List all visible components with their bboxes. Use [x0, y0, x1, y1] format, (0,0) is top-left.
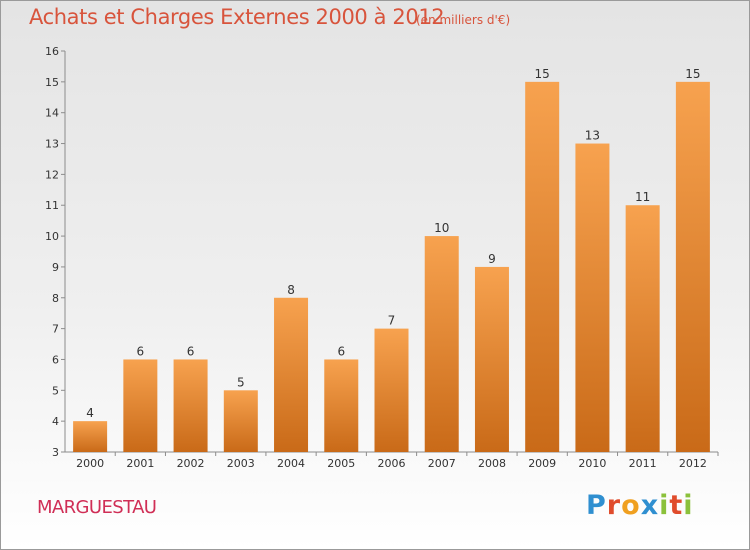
x-tick-label: 2007 [428, 457, 456, 470]
y-tick-label: 12 [45, 168, 59, 181]
logo-letter: i [659, 490, 670, 521]
y-tick-label: 3 [52, 446, 59, 459]
y-tick-label: 16 [45, 45, 59, 58]
y-tick-label: 10 [45, 230, 59, 243]
x-tick-label: 2011 [629, 457, 657, 470]
bar [324, 359, 359, 452]
proxiti-logo: Proxiti [586, 490, 694, 521]
data-label: 7 [388, 314, 396, 328]
logo-letter: i [683, 490, 694, 521]
bar [223, 390, 258, 452]
data-label: 9 [488, 252, 496, 266]
y-tick-label: 6 [52, 353, 59, 366]
logo-letter: o [621, 490, 641, 521]
y-tick-label: 14 [45, 107, 59, 120]
y-tick-label: 8 [52, 292, 59, 305]
chart-axes: 3 4 5 6 7 8 9 10 11 12 13 14 15 16 2000 2001 2002 2003 200… [45, 45, 719, 470]
data-label: 8 [287, 283, 295, 297]
x-tick-label: 2000 [76, 457, 104, 470]
x-tick-label: 2012 [679, 457, 707, 470]
y-tick-label: 7 [52, 323, 59, 336]
data-label: 6 [137, 344, 145, 358]
bar [173, 359, 208, 452]
bar [123, 359, 158, 452]
y-tick-label: 15 [45, 76, 59, 89]
data-label: 6 [337, 344, 345, 358]
x-tick-label: 2003 [227, 457, 255, 470]
logo-letter: P [586, 490, 607, 521]
x-tick-label: 2002 [177, 457, 205, 470]
logo-letter: x [640, 490, 660, 521]
bar [675, 81, 710, 452]
data-label: 13 [585, 129, 600, 143]
x-tick-label: 2004 [277, 457, 305, 470]
y-tick-label: 9 [52, 261, 59, 274]
x-tick-label: 2005 [327, 457, 355, 470]
bar [575, 143, 610, 453]
y-tick-label: 4 [52, 415, 59, 428]
bar [474, 266, 509, 452]
y-tick-label: 13 [45, 138, 59, 151]
y-tick-label: 11 [45, 199, 59, 212]
commune-name: MARGUESTAU [37, 497, 157, 518]
y-tick-label: 5 [52, 384, 59, 397]
x-tick-label: 2001 [126, 457, 154, 470]
logo-letter: r [606, 490, 622, 521]
chart-title: Achats et Charges Externes 2000 à 2012 [29, 5, 445, 29]
bar [274, 297, 309, 452]
bar [374, 328, 409, 452]
chart-subtitle: (en milliers d'€) [416, 13, 511, 27]
x-tick-label: 2009 [528, 457, 556, 470]
x-tick-label: 2006 [378, 457, 406, 470]
x-tick-label: 2010 [578, 457, 606, 470]
data-label: 10 [434, 221, 449, 235]
chart-bars [73, 81, 710, 453]
data-label: 5 [237, 375, 245, 389]
x-tick-label: 2008 [478, 457, 506, 470]
bar [525, 81, 560, 452]
bar [625, 205, 660, 452]
logo-letter: t [669, 490, 684, 521]
bar [424, 236, 459, 452]
data-label: 11 [635, 190, 650, 204]
data-label: 15 [685, 67, 700, 81]
data-label: 6 [187, 344, 195, 358]
data-label: 15 [535, 67, 550, 81]
data-label: 4 [86, 406, 94, 420]
chart-labels: 4 6 6 5 8 6 7 10 9 15 13 11 15 [86, 67, 700, 420]
bar [73, 421, 108, 452]
